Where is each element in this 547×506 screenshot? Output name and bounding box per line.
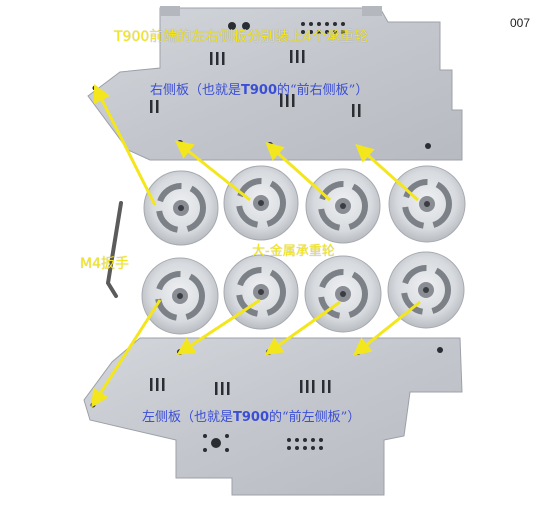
page-number: 007: [510, 16, 531, 30]
title-annotation: T900前端的左右侧板分别装上4个承重轮: [114, 29, 369, 45]
left-panel-label-model: T900: [233, 410, 270, 425]
wheel-row-bottom: [141, 251, 465, 335]
m4-wrench: [105, 201, 123, 298]
wheels-label: 大-金属承重轮: [252, 244, 335, 259]
right-panel-label: 右侧板（也就是T900的“前右侧板”）: [150, 79, 368, 98]
left-panel-label-suffix: 的“前左侧板”）: [269, 410, 361, 425]
left-panel-label-prefix: 左侧板（也就是: [142, 410, 234, 425]
wheel-row-top: [143, 165, 466, 246]
right-panel-label-model: T900: [241, 83, 278, 98]
wrench-label: M4扳手: [80, 256, 129, 272]
assembly-arrows: [91, 83, 421, 408]
left-side-panel: [83, 337, 463, 496]
left-panel-label: 左侧板（也就是T900的“前左侧板”）: [142, 406, 360, 425]
right-panel-label-suffix: 的“前右侧板”）: [277, 83, 369, 98]
right-panel-label-prefix: 右侧板（也就是: [150, 83, 242, 98]
